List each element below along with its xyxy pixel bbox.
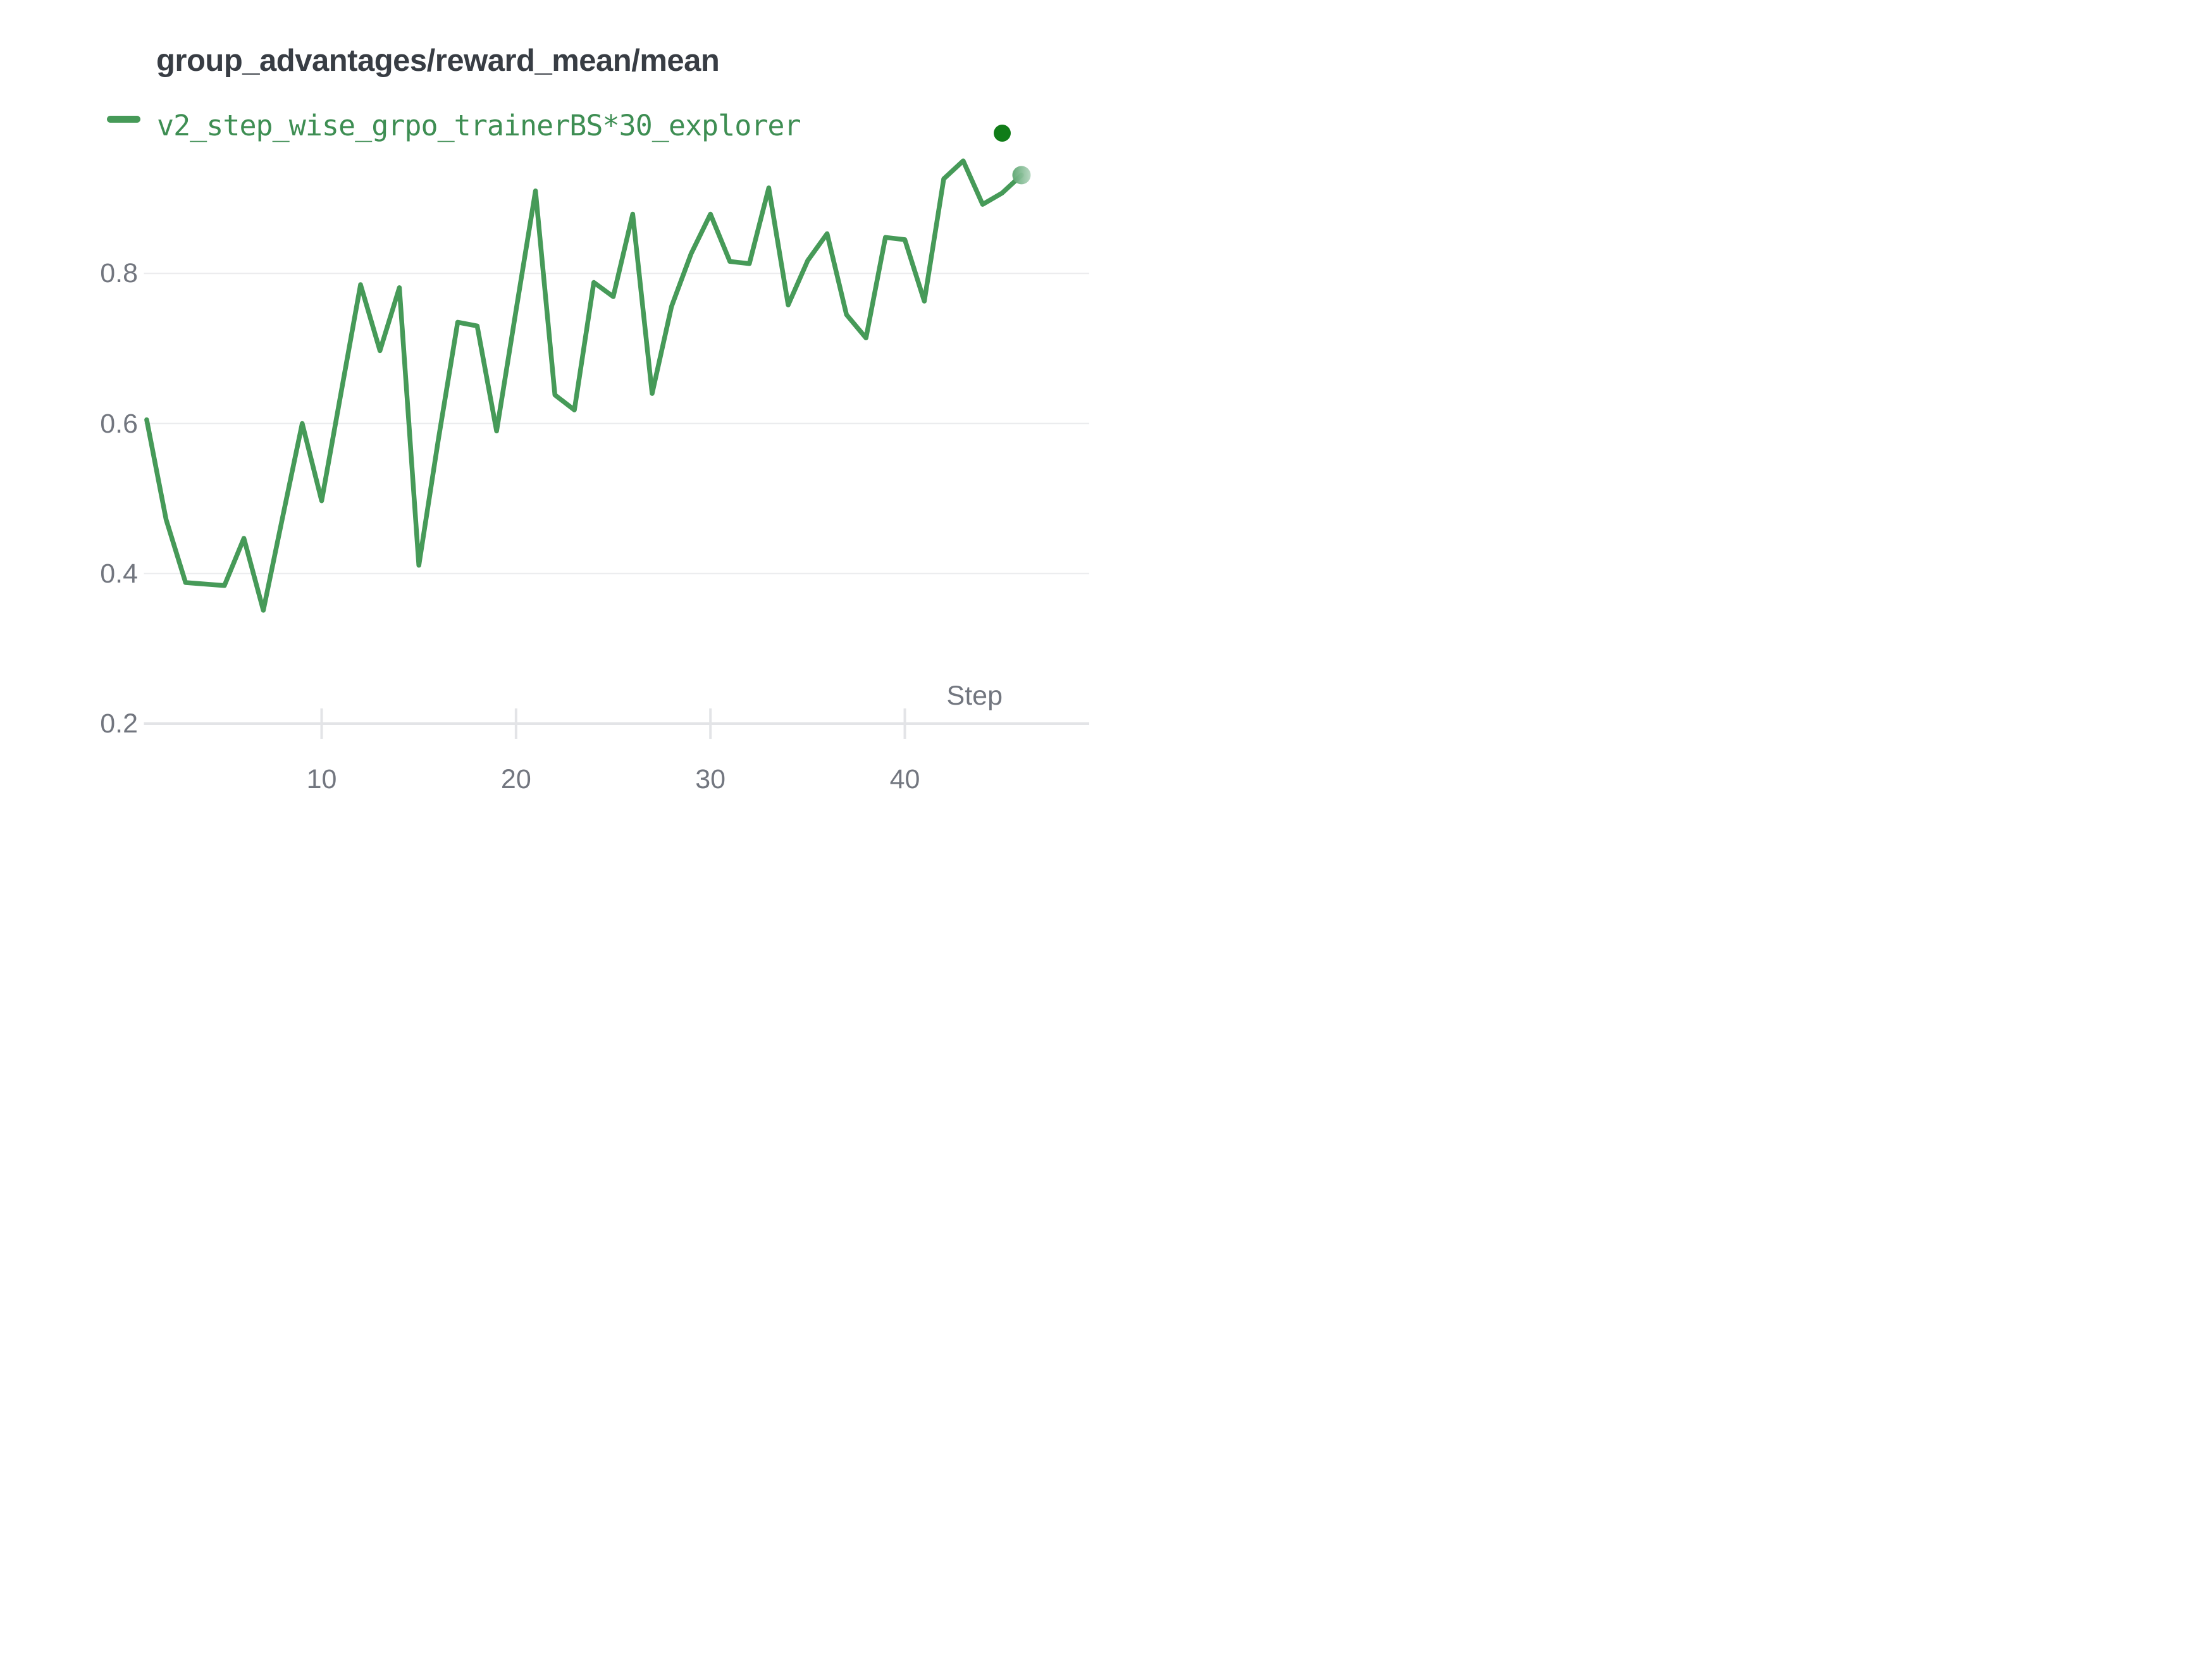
end-point-marker [1012,166,1031,185]
x-tick-label: 30 [695,764,726,794]
x-axis-ticks [320,708,906,739]
x-tick-label: 10 [306,764,337,794]
chart-title: group_advantages/reward_mean/mean [156,44,720,78]
line-series [144,158,1024,613]
x-axis-title: Step [946,681,1003,711]
y-tick-label: 0.4 [100,558,138,589]
x-tick-label: 40 [889,764,920,794]
chart-panel[interactable]: group_advantages/reward_mean/mean v2_ste… [0,0,1093,840]
y-tick-label: 0.8 [100,258,138,289]
run-state-dot [994,125,1011,142]
y-tick-label: 0.2 [100,708,138,739]
legend-series-label[interactable]: v2_step_wise_grpo_trainerBS*30_explorer [157,109,801,142]
legend-line-swatch[interactable] [107,116,140,123]
plot-area[interactable] [0,0,1093,840]
y-tick-label: 0.6 [100,408,138,439]
x-tick-label: 20 [500,764,531,794]
